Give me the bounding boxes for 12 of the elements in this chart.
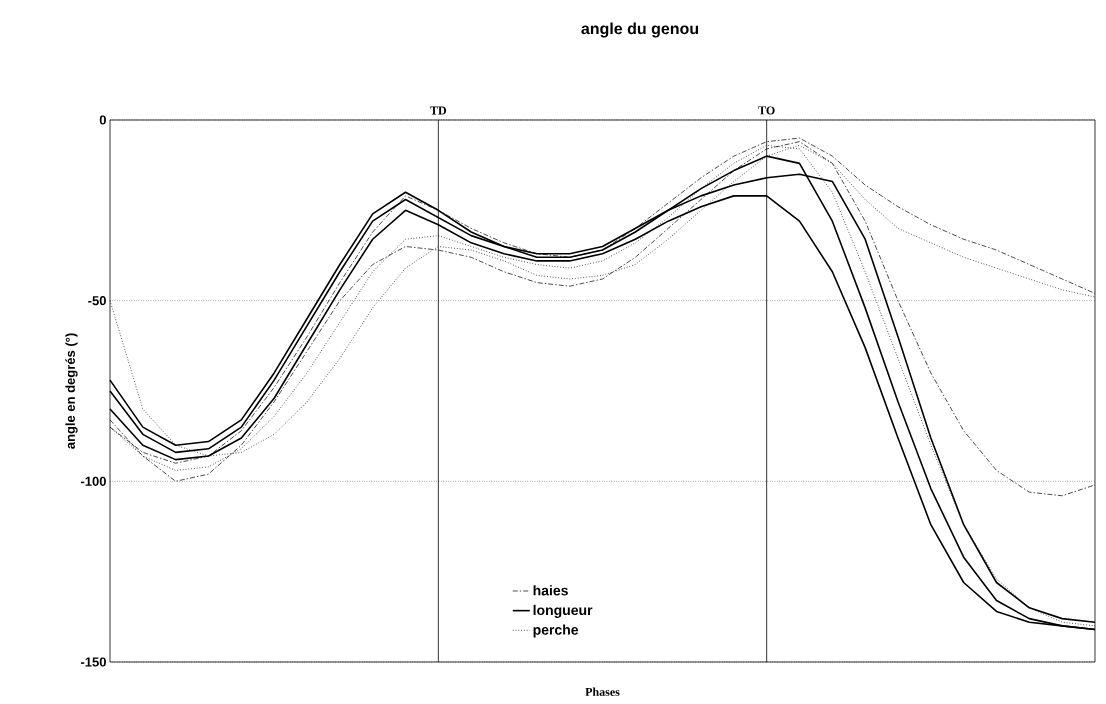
x-axis-title: Phases — [585, 687, 620, 696]
y-axis-title: angle en degrés (°) — [65, 333, 78, 449]
y-tick-label: -50 — [88, 296, 106, 306]
y-tick-label: -100 — [80, 476, 106, 486]
legend-label: longueur — [533, 604, 593, 618]
chart-title: angle du genou — [581, 22, 699, 38]
legend-label: haies — [533, 585, 568, 596]
legend-label: perche — [533, 624, 579, 638]
x-tick-label: TO — [758, 106, 775, 115]
y-tick-label: -150 — [80, 657, 106, 667]
y-tick-label: 0 — [99, 115, 106, 125]
x-tick-label: TD — [430, 106, 447, 115]
